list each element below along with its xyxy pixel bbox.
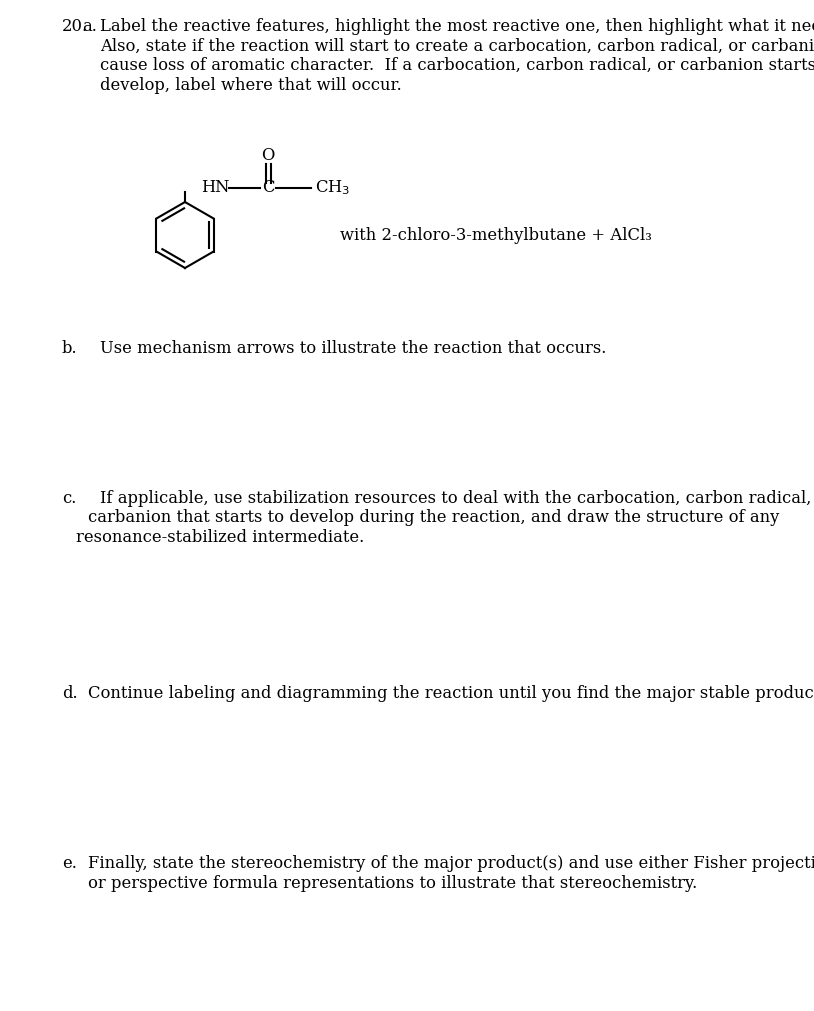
Text: Also, state if the reaction will start to create a carbocation, carbon radical, : Also, state if the reaction will start t… [100,37,814,55]
Text: a.: a. [82,18,97,35]
Text: HN: HN [201,180,230,196]
Text: or perspective formula representations to illustrate that stereochemistry.: or perspective formula representations t… [88,875,698,892]
Text: C: C [262,180,274,196]
Text: If applicable, use stabilization resources to deal with the carbocation, carbon : If applicable, use stabilization resourc… [100,490,814,507]
Text: Finally, state the stereochemistry of the major product(s) and use either Fisher: Finally, state the stereochemistry of th… [88,855,814,872]
Text: with 2-chloro-3-methylbutane + AlCl₃: with 2-chloro-3-methylbutane + AlCl₃ [340,226,652,244]
Text: b.: b. [62,340,77,357]
Text: O: O [261,148,274,165]
Text: resonance-stabilized intermediate.: resonance-stabilized intermediate. [76,529,364,546]
Text: Continue labeling and diagramming the reaction until you find the major stable p: Continue labeling and diagramming the re… [88,685,814,702]
Text: c.: c. [62,490,77,507]
Text: 20.: 20. [62,18,88,35]
Text: carbanion that starts to develop during the reaction, and draw the structure of : carbanion that starts to develop during … [88,510,779,527]
Text: e.: e. [62,855,77,872]
Text: Label the reactive features, highlight the most reactive one, then highlight wha: Label the reactive features, highlight t… [100,18,814,35]
Text: Use mechanism arrows to illustrate the reaction that occurs.: Use mechanism arrows to illustrate the r… [100,340,606,357]
Text: d.: d. [62,685,77,702]
Text: CH$_3$: CH$_3$ [315,179,351,197]
Text: cause loss of aromatic character.  If a carbocation, carbon radical, or carbanio: cause loss of aromatic character. If a c… [100,57,814,74]
Text: develop, label where that will occur.: develop, label where that will occur. [100,77,402,93]
